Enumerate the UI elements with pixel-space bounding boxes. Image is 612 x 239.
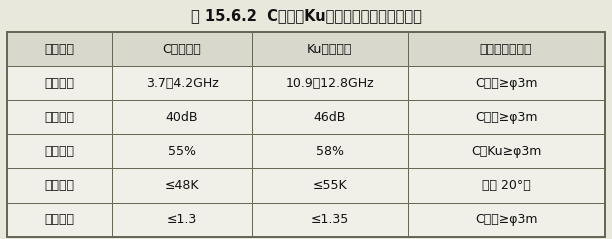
Bar [252, 168, 408, 202]
Text: 10.9～12.8GHz: 10.9～12.8GHz [286, 77, 374, 90]
Bar [112, 66, 252, 100]
Text: Ku频段要求: Ku频段要求 [307, 43, 353, 56]
Bar [252, 134, 408, 168]
Text: ≤1.3: ≤1.3 [167, 213, 197, 226]
Bar [252, 66, 408, 100]
Text: 技术参数: 技术参数 [45, 43, 75, 56]
Bar [252, 32, 408, 66]
Text: 表 15.6.2  C频段、Ku频段天线主要电性能要求: 表 15.6.2 C频段、Ku频段天线主要电性能要求 [190, 9, 422, 24]
Text: 3.7～4.2GHz: 3.7～4.2GHz [146, 77, 218, 90]
Text: C频段≥φ3m: C频段≥φ3m [475, 111, 537, 124]
Bar [112, 168, 252, 202]
Bar [252, 202, 408, 237]
Text: 40dB: 40dB [166, 111, 198, 124]
Bar [252, 100, 408, 134]
Text: 驻波系数: 驻波系数 [45, 213, 75, 226]
Text: C、Ku≥φ3m: C、Ku≥φ3m [471, 145, 541, 158]
Bar [408, 202, 605, 237]
Text: 天线效率: 天线效率 [45, 145, 75, 158]
Bar [408, 134, 605, 168]
Text: C频段≥φ3m: C频段≥φ3m [475, 213, 537, 226]
Text: 58%: 58% [316, 145, 344, 158]
Text: ≤55K: ≤55K [313, 179, 347, 192]
Bar [408, 100, 605, 134]
Bar [408, 66, 605, 100]
Text: C频段≥φ3m: C频段≥φ3m [475, 77, 537, 90]
Bar [408, 168, 605, 202]
Text: 55%: 55% [168, 145, 196, 158]
Text: ≤48K: ≤48K [165, 179, 200, 192]
Text: ≤1.35: ≤1.35 [311, 213, 349, 226]
Bar [408, 32, 605, 66]
Bar [112, 134, 252, 168]
Bar [7, 66, 112, 100]
Text: 天线增益: 天线增益 [45, 111, 75, 124]
Bar [7, 134, 112, 168]
Bar [7, 32, 112, 66]
Bar [7, 168, 112, 202]
Text: 天线直径、仰角: 天线直径、仰角 [480, 43, 532, 56]
Text: 仰角 20°时: 仰角 20°时 [482, 179, 531, 192]
Bar [112, 100, 252, 134]
Text: C频段要求: C频段要求 [163, 43, 201, 56]
Text: 接收频段: 接收频段 [45, 77, 75, 90]
Text: 46dB: 46dB [314, 111, 346, 124]
Bar [7, 32, 605, 237]
Bar [112, 202, 252, 237]
Text: 噪声温度: 噪声温度 [45, 179, 75, 192]
Bar [7, 202, 112, 237]
Bar [112, 32, 252, 66]
Bar [7, 100, 112, 134]
